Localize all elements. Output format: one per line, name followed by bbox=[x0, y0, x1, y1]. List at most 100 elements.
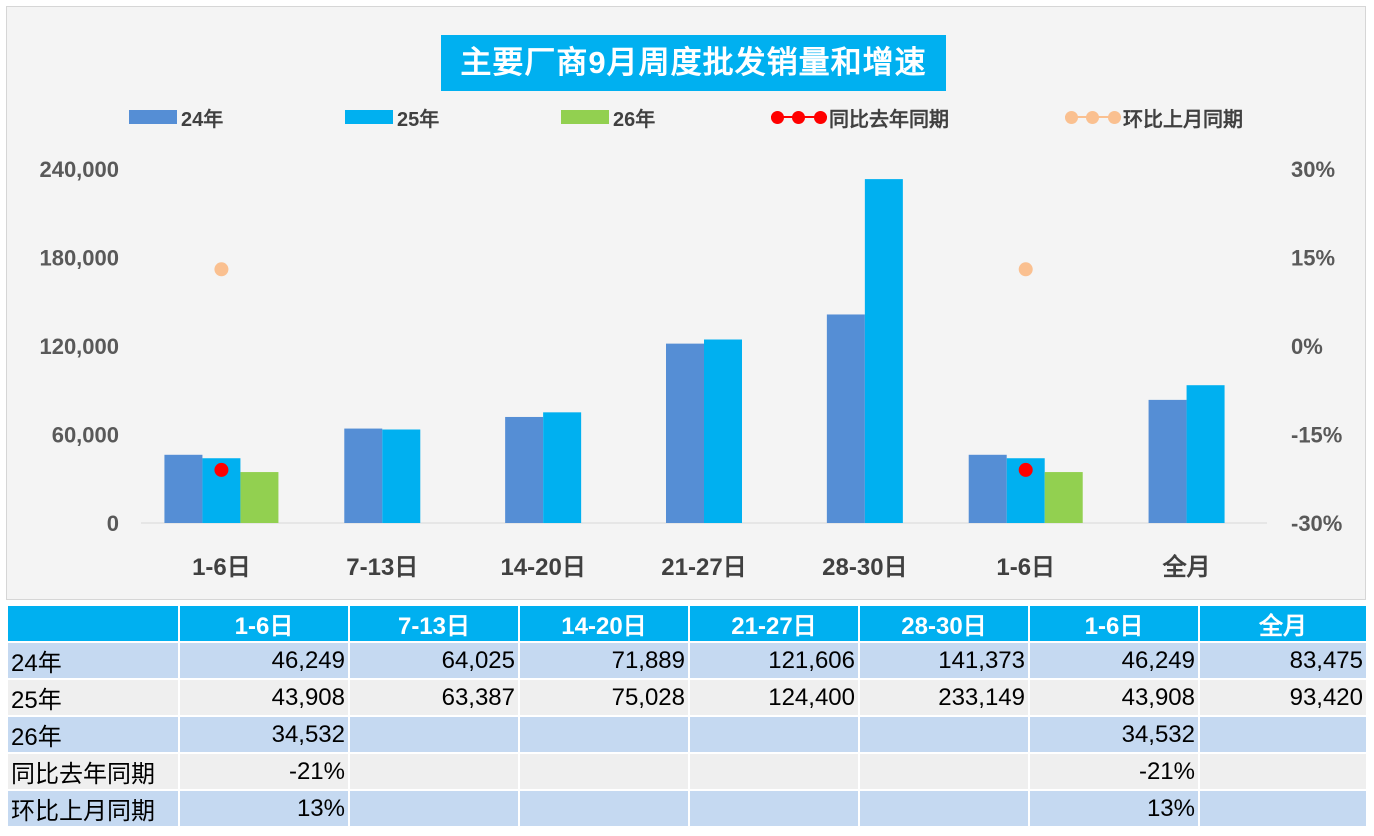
legend-item-25: 25年 bbox=[345, 103, 439, 131]
table-cell: -21% bbox=[1030, 754, 1198, 789]
bar-24年 bbox=[1148, 399, 1187, 523]
table-cell: 46,249 bbox=[1030, 643, 1198, 678]
table-cell: 46,249 bbox=[180, 643, 348, 678]
marker-环比上月同期 bbox=[1018, 262, 1033, 277]
table-cell bbox=[690, 717, 858, 752]
legend-item-yoy: 同比去年同期 bbox=[771, 103, 949, 131]
legend-item-26: 26年 bbox=[561, 103, 655, 131]
y-right-tick-label: 0% bbox=[1291, 334, 1323, 359]
table-cell: 71,889 bbox=[520, 643, 688, 678]
table-cell bbox=[520, 791, 688, 826]
x-tick-label: 21-27日 bbox=[661, 554, 746, 581]
x-tick-label: 14-20日 bbox=[500, 554, 585, 581]
bar-24年 bbox=[344, 428, 383, 523]
y-left-tick-label: 60,000 bbox=[52, 423, 119, 448]
chart-plot: 0 60,000 120,000 180,000 240,000 -30% -15% 0% 15… bbox=[39, 157, 1342, 581]
y-left-tick-label: 120,000 bbox=[39, 334, 119, 359]
table-cell: 43,908 bbox=[180, 680, 348, 715]
bar-24年 bbox=[164, 454, 203, 523]
y-left-tick-label: 180,000 bbox=[39, 246, 119, 271]
table-row-label: 环比上月同期 bbox=[8, 791, 178, 826]
legend-label-25: 25年 bbox=[397, 108, 440, 131]
table-header-corner bbox=[8, 606, 178, 641]
table-cell bbox=[520, 754, 688, 789]
table-cell: 121,606 bbox=[690, 643, 858, 678]
table-cell: 63,387 bbox=[350, 680, 518, 715]
y-right-tick-label: 15% bbox=[1291, 246, 1335, 271]
table-cell bbox=[690, 791, 858, 826]
table-cell bbox=[520, 717, 688, 752]
table-row: 24年 46,249 64,025 71,889 121,606 141,373… bbox=[8, 643, 1366, 678]
table-header-cell: 21-27日 bbox=[690, 606, 858, 641]
legend-label-yoy: 同比去年同期 bbox=[829, 108, 949, 131]
bar-25年 bbox=[543, 412, 582, 523]
table-header-cell: 14-20日 bbox=[520, 606, 688, 641]
table-header-cell: 全月 bbox=[1200, 606, 1366, 641]
legend-marker-yoy bbox=[771, 110, 827, 124]
legend-swatch-25 bbox=[345, 110, 393, 124]
data-table: 1-6日 7-13日 14-20日 21-27日 28-30日 1-6日 全月 … bbox=[6, 604, 1368, 828]
table-row: 26年 34,532 34,532 bbox=[8, 717, 1366, 752]
table-header-cell: 1-6日 bbox=[1030, 606, 1198, 641]
table-cell bbox=[860, 717, 1028, 752]
table-cell: 75,028 bbox=[520, 680, 688, 715]
marker-同比去年同期 bbox=[1018, 462, 1033, 477]
table-cell bbox=[1200, 717, 1366, 752]
legend-label-mom: 环比上月同期 bbox=[1123, 108, 1243, 131]
table-row: 环比上月同期 13% 13% bbox=[8, 791, 1366, 826]
y-right-tick-label: -15% bbox=[1291, 423, 1342, 448]
table-cell bbox=[1200, 791, 1366, 826]
table-cell: 64,025 bbox=[350, 643, 518, 678]
table-cell: 13% bbox=[180, 791, 348, 826]
table-row-label: 26年 bbox=[8, 717, 178, 752]
table-header-cell: 7-13日 bbox=[350, 606, 518, 641]
x-tick-label: 7-13日 bbox=[346, 554, 418, 581]
table-cell: -21% bbox=[180, 754, 348, 789]
legend-swatch-24 bbox=[129, 110, 177, 124]
chart-title: 主要厂商9月周度批发销量和增速 bbox=[441, 35, 946, 91]
x-tick-label: 1-6日 bbox=[192, 554, 251, 581]
legend-item-24: 24年 bbox=[129, 103, 223, 131]
table-row-label: 24年 bbox=[8, 643, 178, 678]
table-cell: 124,400 bbox=[690, 680, 858, 715]
table-row-label: 同比去年同期 bbox=[8, 754, 178, 789]
table-cell: 34,532 bbox=[1030, 717, 1198, 752]
bar-24年 bbox=[666, 343, 704, 523]
bar-26年 bbox=[1044, 472, 1083, 523]
bar-25年 bbox=[1186, 385, 1225, 523]
legend-label-26: 26年 bbox=[613, 108, 656, 131]
table-cell: 34,532 bbox=[180, 717, 348, 752]
x-tick-label: 28-30日 bbox=[822, 554, 907, 581]
y-left-tick-label: 240,000 bbox=[39, 157, 119, 182]
x-tick-label: 全月 bbox=[1162, 553, 1211, 581]
table-cell bbox=[860, 791, 1028, 826]
marker-环比上月同期 bbox=[214, 262, 229, 277]
bar-25年 bbox=[704, 339, 742, 523]
table-cell: 141,373 bbox=[860, 643, 1028, 678]
bar-24年 bbox=[968, 454, 1007, 523]
table-cell: 233,149 bbox=[860, 680, 1028, 715]
table-cell bbox=[350, 717, 518, 752]
table-cell bbox=[1200, 754, 1366, 789]
marker-同比去年同期 bbox=[214, 462, 229, 477]
bar-25年 bbox=[382, 429, 421, 523]
table-cell bbox=[350, 754, 518, 789]
legend-swatch-26 bbox=[561, 110, 609, 124]
bar-24年 bbox=[826, 314, 865, 523]
table-cell bbox=[350, 791, 518, 826]
table-cell: 93,420 bbox=[1200, 680, 1366, 715]
legend-label-24: 24年 bbox=[181, 108, 224, 131]
y-left-tick-label: 0 bbox=[107, 511, 119, 536]
table-row: 25年 43,908 63,387 75,028 124,400 233,149… bbox=[8, 680, 1366, 715]
table-cell: 43,908 bbox=[1030, 680, 1198, 715]
y-right-tick-label: -30% bbox=[1291, 511, 1342, 536]
table-cell bbox=[690, 754, 858, 789]
table-header-cell: 1-6日 bbox=[180, 606, 348, 641]
table-header-row: 1-6日 7-13日 14-20日 21-27日 28-30日 1-6日 全月 bbox=[8, 606, 1366, 641]
x-tick-label: 1-6日 bbox=[996, 554, 1055, 581]
bar-24年 bbox=[505, 416, 544, 523]
chart-panel: 0 60,000 120,000 180,000 240,000 -30% -15% 0% 15… bbox=[6, 6, 1366, 600]
table-cell: 13% bbox=[1030, 791, 1198, 826]
table-cell: 83,475 bbox=[1200, 643, 1366, 678]
y-right-tick-label: 30% bbox=[1291, 157, 1335, 182]
